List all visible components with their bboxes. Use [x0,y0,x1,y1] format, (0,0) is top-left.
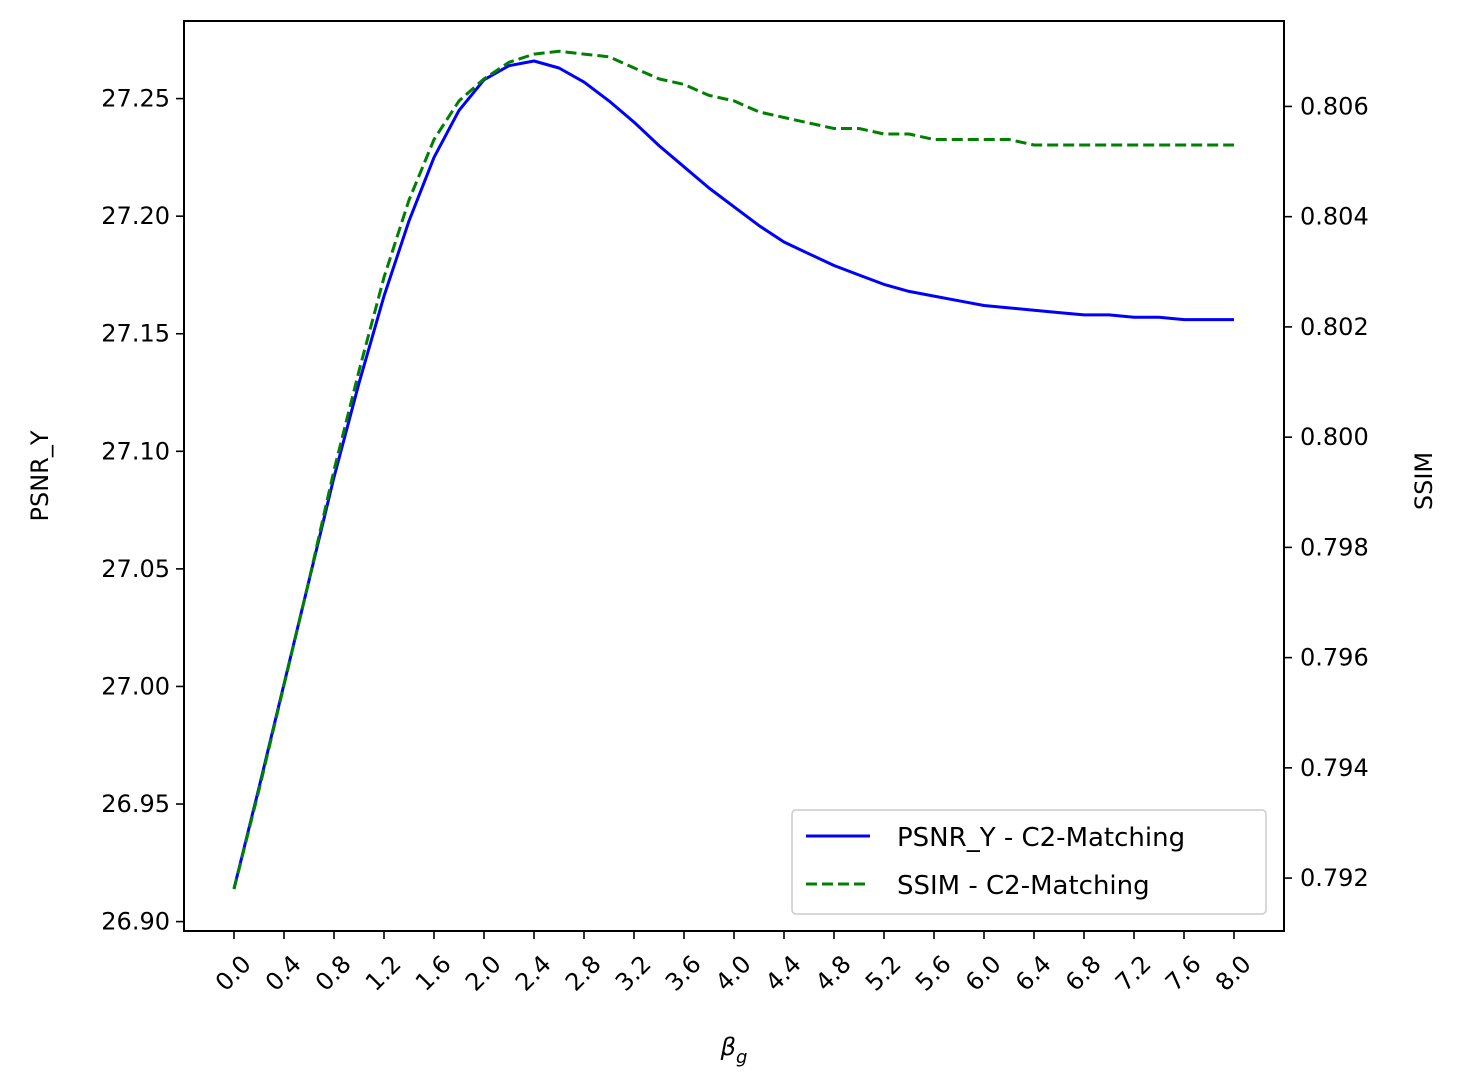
legend-label-ssim: SSIM - C2-Matching [897,871,1150,901]
y-tick-label: 26.95 [101,790,170,818]
y-tick-label: 27.00 [101,672,170,700]
legend-box [791,809,1267,915]
y-tick-label: 27.25 [101,85,170,113]
legend-label-psnr: PSNR_Y - C2-Matching [897,823,1185,853]
legend: PSNR_Y - C2-Matching SSIM - C2-Matching [791,809,1267,915]
y-tick-label: 27.15 [101,320,170,348]
ssim-series-line [232,49,1234,890]
y2-tick-label: 0.798 [1300,533,1369,561]
y-tick-label: 27.05 [101,555,170,583]
y-axis-label: PSNR_Y [26,430,54,521]
y2-tick-label: 0.800 [1300,423,1369,451]
x-axis-label-main: β [720,1033,736,1061]
y-axis-ticks: 26.90 26.95 27.00 27.05 27.10 27.15 27.20 27.25 [101,85,184,936]
y2-axis-ticks: 0.792 0.794 0.796 0.798 0.800 0.802 0.804 0.806 [1284,92,1369,892]
x-axis-label: βg [720,1033,748,1068]
y2-tick-label: 0.804 [1300,203,1369,231]
y-tick-label: 27.10 [101,437,170,465]
x-axis-label-subscript: g [736,1047,747,1068]
psnr-series-line [232,59,1234,890]
plot-lines [232,49,1234,890]
y-tick-label: 26.90 [101,908,170,936]
y2-tick-label: 0.794 [1300,754,1369,782]
y-tick-label: 27.20 [101,202,170,230]
y2-tick-label: 0.796 [1300,644,1369,672]
y2-tick-label: 0.792 [1300,864,1369,892]
y2-tick-label: 0.806 [1300,92,1369,120]
y2-tick-label: 0.802 [1300,313,1369,341]
y2-axis-label: SSIM [1410,452,1438,510]
